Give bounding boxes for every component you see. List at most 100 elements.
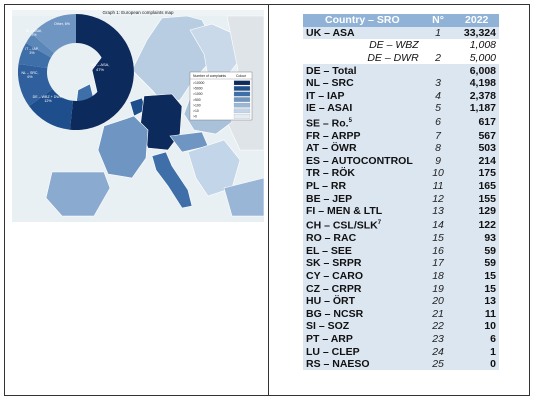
count-cell: 6,008 [454, 64, 499, 77]
rank-cell: 10 [421, 167, 455, 180]
legend-header-colour: Colour [236, 74, 247, 78]
country-sro-cell: PL – RR [303, 179, 422, 193]
table-row: LU – CLEP 24 1 [303, 345, 499, 358]
table-row: IT – IAP 4 2,378 [303, 89, 499, 103]
rank-cell: 12 [421, 192, 455, 205]
table-row: FI – MEN & LTL 13 129 [303, 204, 499, 218]
count-cell: 6 [454, 332, 499, 346]
header-year: 2022 [454, 14, 499, 27]
rank-cell: 23 [421, 332, 455, 346]
count-cell: 1,187 [454, 102, 499, 115]
count-cell: 2,378 [454, 89, 499, 103]
rank-cell: 18 [421, 269, 455, 283]
rank-cell: 22 [421, 320, 455, 333]
donut-label-de: DE – WBZ + DWR, 12% [33, 95, 64, 103]
country-sro-cell: BG – NCSR [303, 307, 422, 321]
map-title: Graph 1: European complaints map [102, 10, 174, 15]
table-row: BG – NCSR 21 11 [303, 307, 499, 321]
country-sro-cell: HU – ÖRT [303, 294, 422, 308]
rank-cell: 16 [421, 244, 455, 258]
table-row: AT – ÖWR 8 503 [303, 141, 499, 155]
country-sro-cell: DE – Total [303, 64, 422, 77]
donut-slice-nl [17, 64, 53, 106]
country-sro-cell: LU – CLEP [303, 345, 422, 358]
donut-slice-it [18, 43, 51, 68]
table-row: FR – ARPP 7 567 [303, 129, 499, 142]
table-row: UK – ASA 1 33,324 [303, 26, 499, 40]
table-row: SI – SOZ 22 10 [303, 320, 499, 333]
donut-label-nl: NL – SRC, 6% [21, 71, 38, 79]
table-row: SK – SRPR 17 59 [303, 257, 499, 270]
legend-swatch [233, 86, 251, 91]
donut-label-ie: IE – ASAI, 2% [26, 29, 42, 37]
rank-cell [421, 39, 455, 52]
donut-label-uk: UK – ASA, 47% [91, 62, 110, 72]
legend-header-count: Number of complaints [193, 74, 226, 78]
country-sro-cell: CH – CSL/SLK7 [303, 217, 422, 232]
turkey-shape [223, 177, 264, 217]
table-row: RS – NAESO 25 0 [303, 357, 499, 371]
italy-shape [151, 151, 193, 209]
count-cell: 214 [454, 154, 499, 168]
table-row: EL – SEE 16 59 [303, 244, 499, 258]
legend-label: >100 [193, 103, 201, 107]
donut-slice-other [32, 13, 76, 53]
table-row: CZ – CRPR 19 15 [303, 282, 499, 295]
count-cell: 33,324 [454, 26, 499, 40]
rank-cell: 8 [421, 141, 455, 155]
count-cell: 165 [454, 179, 499, 193]
rank-cell: 2 [421, 51, 455, 65]
rank-cell: 17 [421, 257, 455, 270]
count-cell: 155 [454, 192, 499, 205]
legend-swatch [233, 102, 251, 108]
table-header-row: Country – SRO N° 2022 [303, 14, 499, 27]
legend-swatch [233, 97, 251, 102]
count-cell: 0 [454, 357, 499, 371]
country-sro-cell: FR – ARPP [303, 129, 422, 142]
country-sro-cell: SK – SRPR [303, 257, 422, 270]
country-sro-cell: BE – JEP [303, 192, 422, 205]
legend-label: >10 [193, 109, 199, 113]
rank-cell: 25 [421, 357, 455, 371]
table-row: DE – DWR 2 5,000 [303, 51, 499, 65]
table-row: CY – CARO 18 15 [303, 269, 499, 283]
rank-cell: 15 [421, 231, 455, 245]
table-row: DE – WBZ 1,008 [303, 39, 499, 52]
country-sro-cell: CZ – CRPR [303, 282, 422, 295]
legend-label: >1000 [193, 92, 203, 96]
rank-cell [421, 64, 455, 77]
country-sro-cell: TR – RÖK [303, 167, 422, 180]
rank-cell: 13 [421, 204, 455, 218]
rank-cell: 3 [421, 76, 455, 90]
count-cell: 567 [454, 129, 499, 142]
rank-cell: 1 [421, 26, 455, 40]
header-number: N° [421, 14, 455, 27]
count-cell: 10 [454, 320, 499, 333]
rank-cell: 14 [421, 217, 455, 232]
country-sro-cell: RS – NAESO [303, 357, 422, 371]
legend-label: >10000 [193, 81, 205, 85]
count-cell: 4,198 [454, 76, 499, 90]
count-cell: 59 [454, 244, 499, 258]
count-cell: 122 [454, 217, 499, 232]
count-cell: 1,008 [469, 39, 496, 52]
rank-cell: 20 [421, 294, 455, 308]
france-shape [97, 115, 149, 179]
legend-label: >0 [193, 115, 197, 119]
count-cell: 93 [454, 231, 499, 245]
map-legend: Number of complaints Colour >10000>5000>… [189, 71, 253, 121]
country-sro-cell: CY – CARO [303, 269, 422, 283]
legend-swatch [233, 108, 251, 114]
count-cell: 59 [454, 257, 499, 270]
table-row: IE – ASAI 5 1,187 [303, 102, 499, 115]
country-sro-cell: ES – AUTOCONTROL [303, 154, 422, 168]
rank-cell: 11 [421, 179, 455, 193]
column-divider [268, 4, 269, 396]
country-sro-cell: SI – SOZ [303, 320, 422, 333]
country-sro-cell: UK – ASA [303, 26, 422, 40]
europe-complaints-map: Graph 1: European complaints map [12, 10, 264, 222]
header-country-sro: Country – SRO [303, 14, 422, 27]
donut-slice-uk [70, 14, 134, 130]
country-sro-cell: AT – ÖWR [303, 141, 422, 155]
rank-cell: 5 [421, 102, 455, 115]
